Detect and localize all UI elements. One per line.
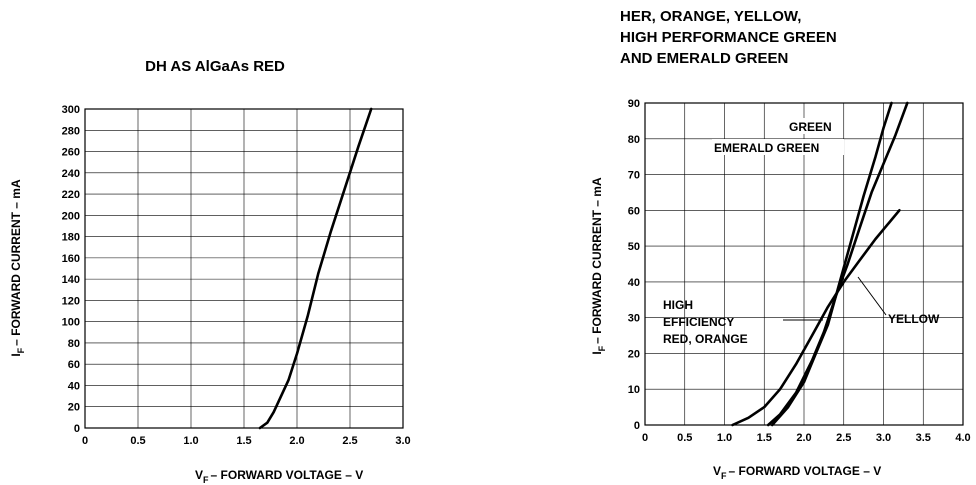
series-line-1 <box>766 101 909 427</box>
chart-left-y-ticks: 0 20 40 60 80 100 120 140 160 180 200 220 240 260 280 3… <box>62 104 80 435</box>
annotation-yellow-leader <box>857 276 887 316</box>
chart-right-title-line-1: HER, ORANGE, YELLOW, <box>620 8 801 25</box>
y-tick-label: 80 <box>628 134 640 146</box>
chart-left-title: DH AS AlGaAs RED <box>145 58 285 75</box>
x-tick-label: 0 <box>82 435 88 447</box>
y-tick-label: 120 <box>62 295 80 307</box>
x-tick-label: 1.0 <box>717 432 732 444</box>
y-tick-label: 0 <box>74 423 80 435</box>
x-tick-label: 2.5 <box>836 432 851 444</box>
y-tick-label: 220 <box>62 189 80 201</box>
y-tick-label: 60 <box>68 359 80 371</box>
y-tick-label: 140 <box>62 274 80 286</box>
chart-right-grid <box>644 102 964 426</box>
y-tick-label: 20 <box>628 348 640 360</box>
annotation-green: GREEN <box>789 120 832 134</box>
chart-left: DH AS AlGaAs RED 0 20 40 60 80 100 120 140 160 18… <box>9 58 411 485</box>
chart-left-x-axis-label: VF – FORWARD VOLTAGE – V <box>195 468 363 485</box>
y-tick-label: 160 <box>62 253 80 265</box>
plot-frame <box>84 108 404 429</box>
y-tick-label: 100 <box>62 317 80 329</box>
chart-right: HER, ORANGE, YELLOW, HIGH PERFORMANCE GR… <box>590 8 971 481</box>
y-tick-label: 10 <box>628 384 640 396</box>
series-line-1 <box>258 107 373 430</box>
x-tick-label: 0 <box>642 432 648 444</box>
chart-right-title-line-2: HIGH PERFORMANCE GREEN <box>620 29 837 46</box>
y-tick-label: 90 <box>628 98 640 110</box>
label-bg <box>786 118 842 134</box>
y-tick-label: 80 <box>68 338 80 350</box>
x-tick-label: 4.0 <box>955 432 970 444</box>
annotation-her-line-3: RED, ORANGE <box>663 332 748 346</box>
annotation-yellow: YELLOW <box>888 312 940 326</box>
chart-left-x-ticks: 0 0.5 1.0 1.5 2.0 2.5 3.0 <box>82 435 411 447</box>
y-tick-label: 260 <box>62 147 80 159</box>
x-tick-label: 0.5 <box>677 432 692 444</box>
chart-right-title-line-3: AND EMERALD GREEN <box>620 50 788 67</box>
y-tick-label: 60 <box>628 205 640 217</box>
y-tick-label: 180 <box>62 232 80 244</box>
chart-left-series <box>258 107 373 430</box>
chart-right-y-axis-label: IF– FORWARD CURRENT – mA <box>590 177 607 355</box>
label-bg <box>712 139 844 155</box>
y-tick-label: 240 <box>62 168 80 180</box>
y-tick-label: 70 <box>628 170 640 182</box>
chart-right-x-axis-label: VF – FORWARD VOLTAGE – V <box>713 464 881 481</box>
y-tick-label: 280 <box>62 125 80 137</box>
y-tick-label: 0 <box>634 420 640 432</box>
plot-frame <box>644 102 964 426</box>
x-tick-label: 3.0 <box>876 432 891 444</box>
chart-left-y-axis-label: IF– FORWARD CURRENT – mA <box>9 179 26 357</box>
chart-left-grid <box>84 108 404 429</box>
x-tick-label: 2.5 <box>342 435 357 447</box>
x-tick-label: 0.5 <box>130 435 145 447</box>
y-tick-label: 20 <box>68 402 80 414</box>
x-tick-label: 2.0 <box>796 432 811 444</box>
x-tick-label: 3.0 <box>395 435 410 447</box>
y-tick-label: 40 <box>628 277 640 289</box>
x-tick-label: 1.5 <box>236 435 251 447</box>
series-line-3 <box>731 209 901 427</box>
y-tick-label: 200 <box>62 210 80 222</box>
y-tick-label: 50 <box>628 241 640 253</box>
y-tick-label: 30 <box>628 313 640 325</box>
y-tick-label: 300 <box>62 104 80 116</box>
x-tick-label: 1.5 <box>757 432 772 444</box>
x-tick-label: 2.0 <box>289 435 304 447</box>
y-tick-label: 40 <box>68 380 80 392</box>
chart-right-x-ticks: 0 0.5 1.0 1.5 2.0 2.5 3.0 3.5 4.0 <box>642 432 971 444</box>
annotation-her-line-2: EFFICIENCY <box>663 315 734 329</box>
x-tick-label: 3.5 <box>916 432 931 444</box>
x-tick-label: 1.0 <box>183 435 198 447</box>
annotation-emerald-green: EMERALD GREEN <box>714 141 819 155</box>
chart-right-series <box>731 101 909 427</box>
annotation-her-line-1: HIGH <box>663 298 693 312</box>
chart-right-y-ticks: 0 10 20 30 40 50 60 70 80 90 <box>628 98 640 432</box>
series-line-2 <box>770 101 893 427</box>
